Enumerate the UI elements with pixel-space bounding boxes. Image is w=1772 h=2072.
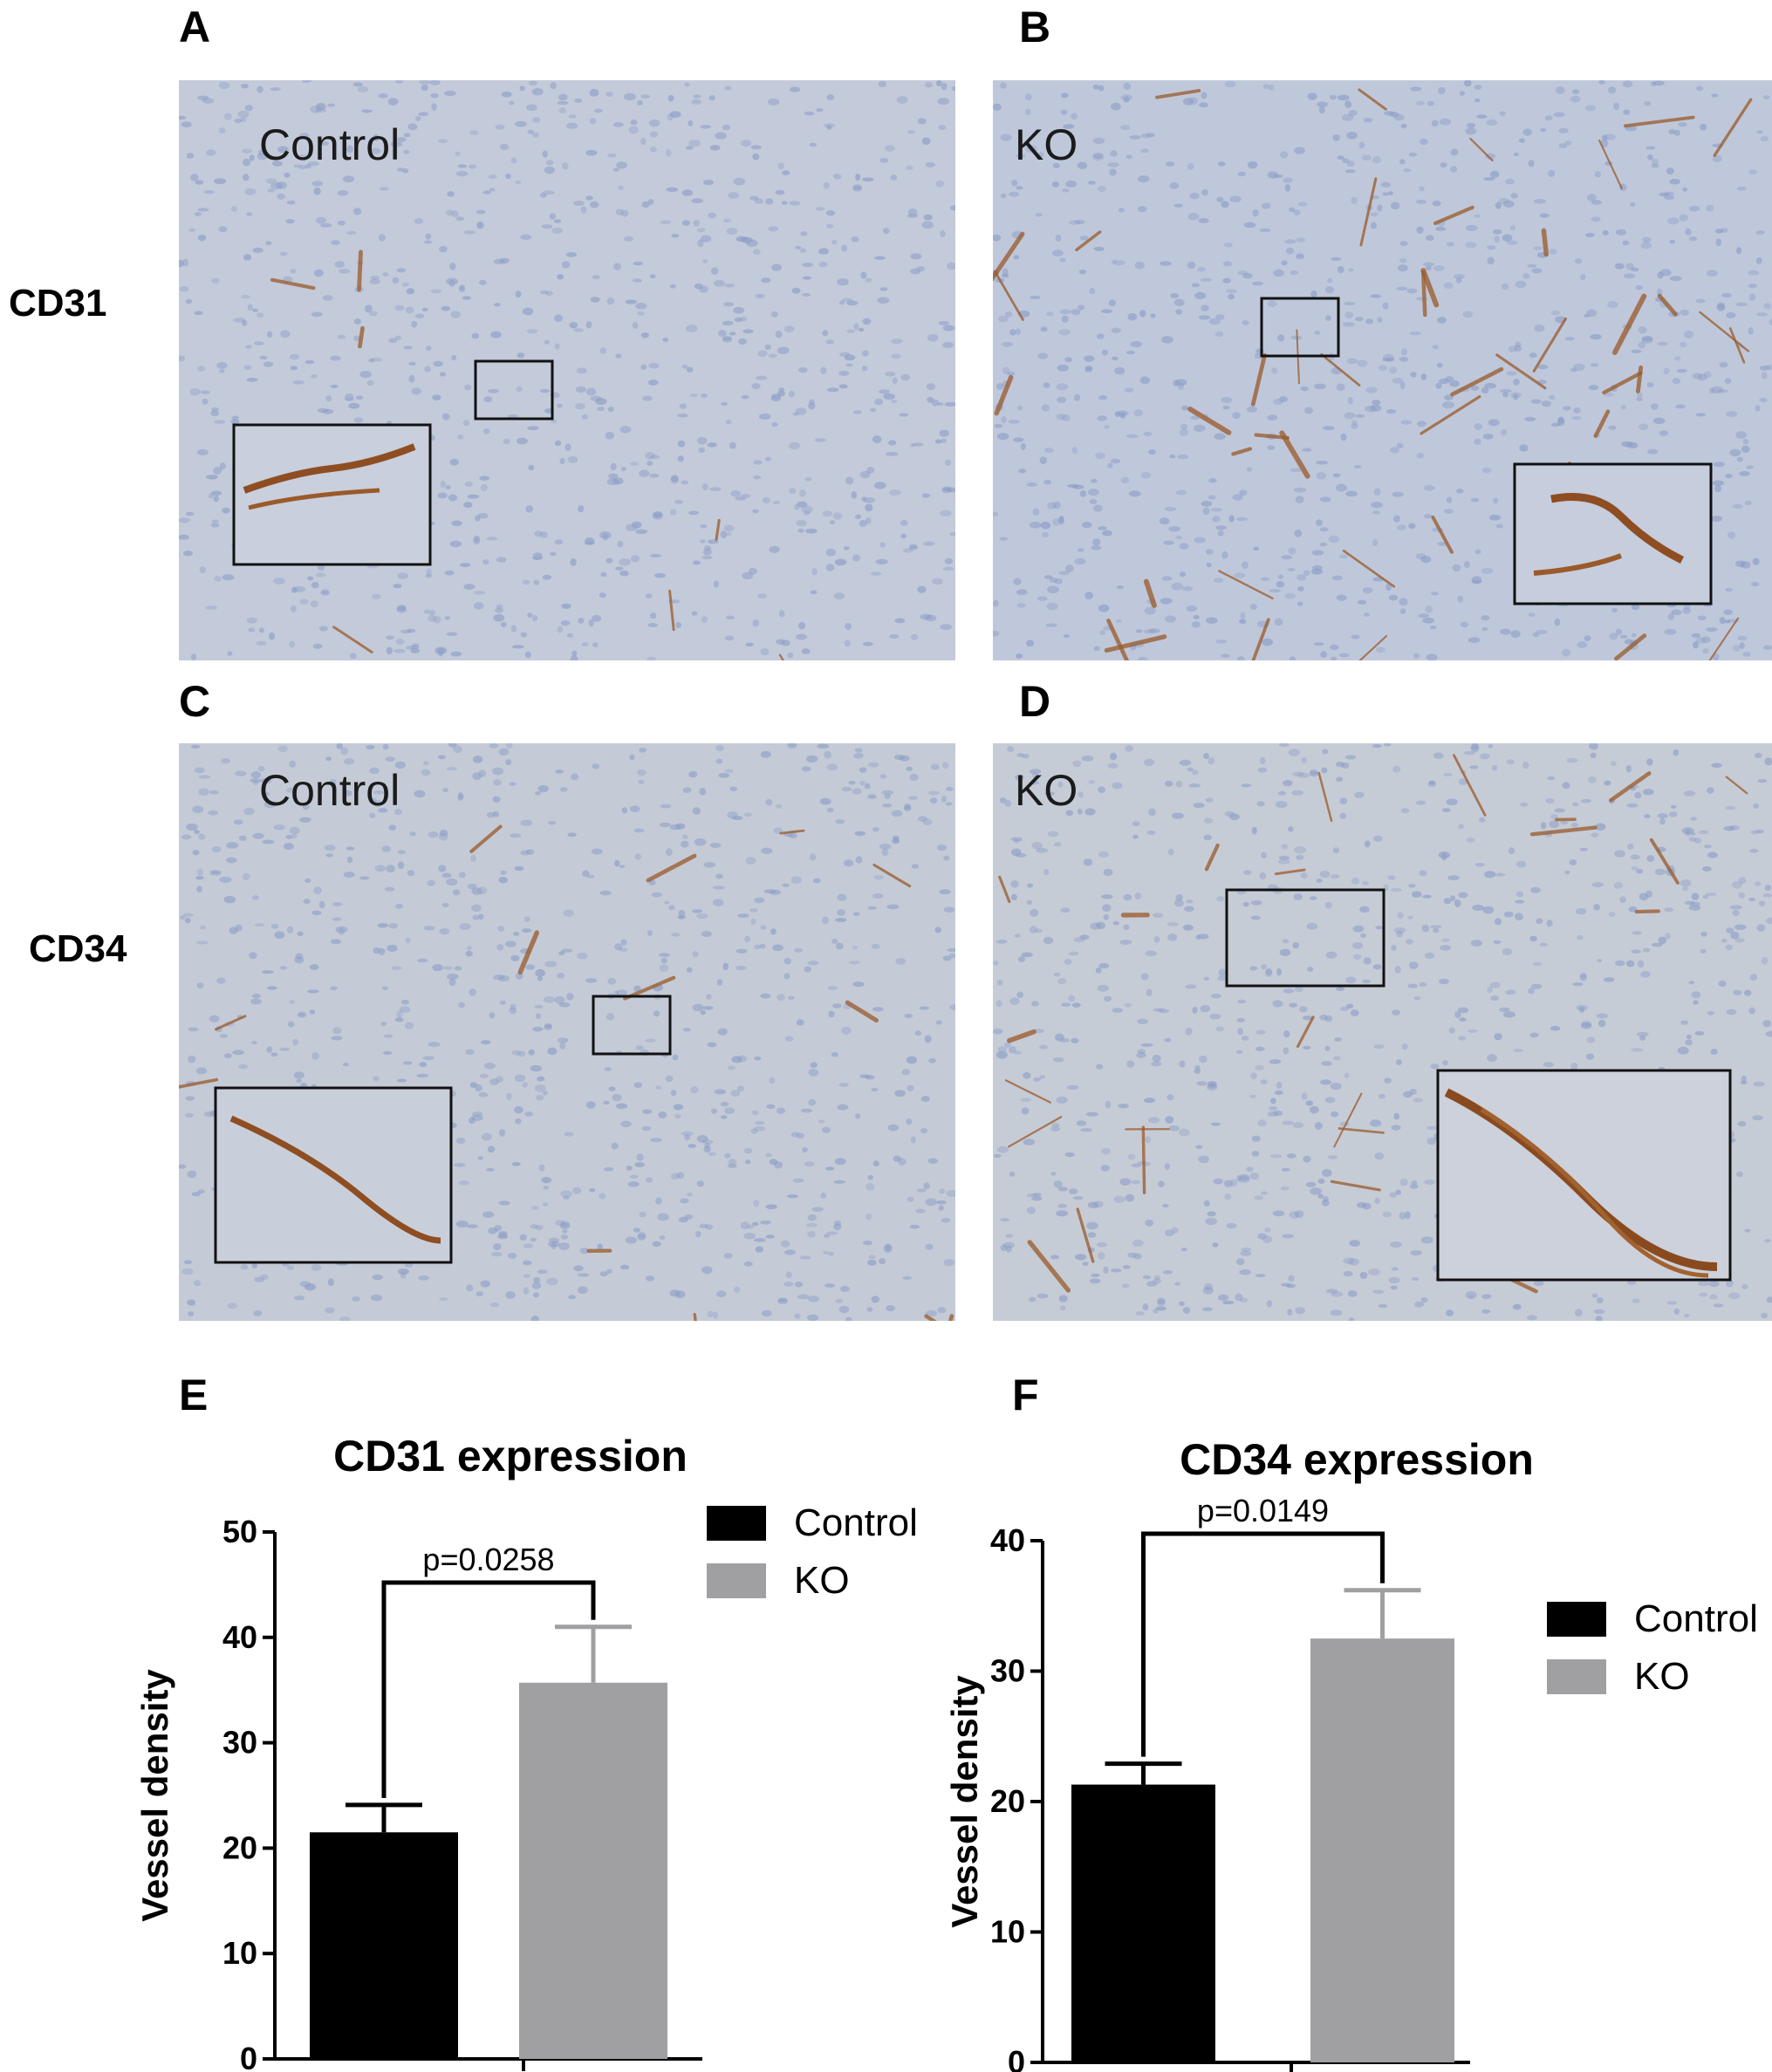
chart-e-legend-swatch-control [707,1506,766,1541]
chart-f-y-tick-label: 10 [990,1914,1025,1950]
panel-letter-c: C [179,676,210,727]
chart-e-y-tick-label: 40 [222,1619,257,1655]
chart-e-title: CD31 expression [333,1432,688,1480]
panel-letter-b: B [1019,2,1050,52]
chart-f-legend-label-ko: KO [1634,1655,1690,1698]
micrograph-a: Control [179,80,955,660]
micrograph-d-image [993,743,1772,1321]
micrograph-c: Control [179,743,955,1321]
panel-letter-a: A [179,2,210,52]
chart-e-legend-label-control: Control [794,1501,918,1544]
micrograph-b: KO [993,80,1772,660]
micrograph-d-label: KO [1015,765,1078,816]
chart-f-legend-swatch-control [1547,1602,1606,1637]
chart-f-y-tick-label: 20 [990,1783,1025,1819]
chart-e-y-tick-label: 10 [222,1935,257,1971]
chart-e-y-tick-label: 50 [222,1514,257,1549]
panel-letter-e: E [179,1370,208,1420]
chart-f-y-label: Vessel density [944,1675,985,1928]
chart-e-legend-label-ko: KO [794,1559,850,1602]
chart-e-bar-control [310,1832,458,2059]
chart-f-title: CD34 expression [1180,1435,1534,1484]
micrograph-b-label: KO [1015,120,1078,170]
chart-f-y-tick-label: 40 [990,1522,1025,1558]
chart-f-bar-ko [1310,1638,1454,2062]
chart-e-p-value: p=0.0258 [422,1542,554,1577]
chart-e-legend-swatch-ko [707,1563,766,1598]
chart-e-bar-ko [519,1683,667,2059]
chart-f-legend-swatch-ko [1547,1659,1606,1694]
micrograph-d: KO [993,743,1772,1321]
chart-f-y-tick-label: 30 [990,1653,1025,1689]
panel-letter-d: D [1019,676,1050,727]
chart-e-y-tick-label: 30 [222,1725,257,1761]
row-label-cd31: CD31 [9,282,107,325]
micrograph-c-label: Control [259,765,400,816]
row-label-cd34: CD34 [29,927,127,971]
chart-f-p-value: p=0.0149 [1197,1493,1329,1528]
micrograph-b-image [993,80,1772,660]
chart-e-y-tick-label: 20 [222,1829,257,1865]
chart-f-legend-label-control: Control [1634,1597,1758,1640]
chart-f-bar-control [1071,1785,1215,2062]
micrograph-c-image [179,743,955,1321]
chart-e-y-label: Vessel density [134,1669,175,1922]
micrograph-a-label: Control [259,120,400,170]
chart-f-y-tick-label: 0 [1008,2044,1025,2072]
panel-letter-f: F [1012,1370,1039,1420]
